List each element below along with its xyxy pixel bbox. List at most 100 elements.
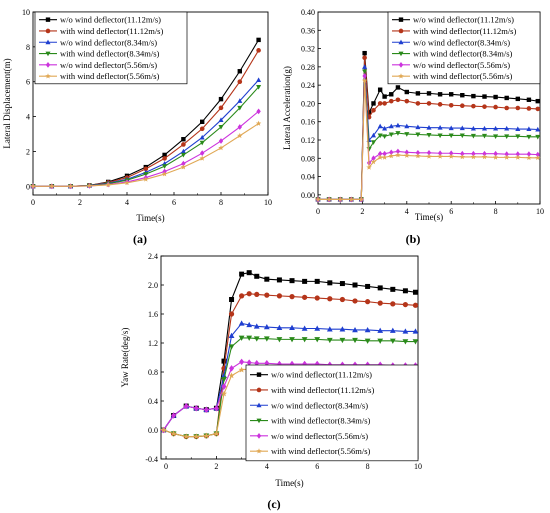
data-point [124,179,130,186]
data-point [415,132,421,138]
data-point [339,337,346,344]
y-tick-label: 1.2 [148,339,158,348]
panel-label-b: (b) [406,232,421,246]
data-point [459,133,465,139]
data-point [437,153,443,159]
legend-entry: with wind deflector(8.34m/s) [60,49,160,59]
data-point [199,134,205,140]
y-tick-label: 0.28 [301,63,315,72]
x-tick-label: 0 [31,198,35,207]
data-point [415,101,421,106]
data-point [228,311,235,317]
data-point [237,105,243,111]
data-point [504,125,510,131]
y-tick-label: 8 [26,43,30,52]
data-point [218,117,224,123]
data-point [237,124,242,130]
data-point [370,132,377,138]
data-point [365,283,371,289]
data-point [254,273,260,279]
data-point [105,182,111,188]
data-point [426,101,432,106]
x-tick-label: 8 [494,207,498,216]
y-tick-label: 0.4 [148,397,158,406]
data-point [314,295,320,301]
legend-marker [45,28,51,34]
x-tick-label: 4 [265,462,269,471]
y-tick-label: 0.16 [301,118,315,127]
data-point [426,125,432,130]
data-point [362,73,367,79]
data-point [256,77,262,82]
data-point [377,101,383,106]
data-point [437,92,443,97]
data-point [352,282,358,288]
legend-marker [398,39,404,45]
series-line [315,69,541,203]
data-point [526,126,532,132]
data-point [162,152,167,158]
data-point [395,152,401,158]
data-point [366,147,372,152]
legend-marker [398,73,404,79]
data-point [481,154,488,160]
data-point [504,151,509,158]
data-point [404,152,410,158]
data-point [289,324,295,331]
data-point [493,125,499,131]
legend-entry: with wind deflector(8.34m/s) [271,416,371,426]
data-point [426,149,432,156]
data-point [390,286,396,292]
legend-entry: w/o wind deflector(11.12m/s) [60,15,161,25]
data-point [515,154,521,160]
data-point [370,159,377,165]
data-point [388,132,394,138]
data-point [382,94,387,99]
data-point [377,150,383,157]
legend-box [387,11,541,85]
data-point [253,336,260,342]
data-point [381,154,388,160]
legend-entry: with wind deflector(11.12m/s) [60,26,163,36]
data-point [315,196,321,202]
data-point [218,96,224,102]
legend-entry: w/o wind deflector(8.34m/s) [271,400,368,410]
data-point [459,103,465,109]
data-point [238,335,245,341]
legend-entry: w/o wind deflector(8.34m/s) [60,37,157,47]
legend-marker [256,372,262,377]
data-point [239,358,245,366]
legend-marker [45,73,51,79]
data-point [181,137,186,142]
y-tick-label: 0 [26,182,30,191]
data-point [254,291,260,298]
data-point [238,320,245,326]
data-point [253,323,260,329]
legend: w/o wind deflector(11.12m/s) with wind de… [245,364,419,462]
chart-1: 0 2 4 6 8 10 0.00 0.04 0.08 0.12 0.16 0.20 0.24 0.28 0… [282,8,544,222]
data-point [364,338,371,344]
data-point [364,326,371,333]
y-tick-label: 4 [26,113,30,122]
data-point [515,105,521,111]
legend-marker [398,17,404,22]
data-point [326,196,332,202]
data-point [289,337,295,343]
x-tick-label: 0 [164,462,168,471]
data-point [238,366,245,373]
data-point [535,154,541,161]
data-point [404,123,410,129]
y-tick-label: 0.36 [301,26,315,35]
data-point [263,336,270,342]
data-point [404,98,410,104]
data-point [382,101,387,106]
data-point [377,285,383,291]
data-point [352,326,358,333]
data-point [366,164,372,170]
data-point [246,270,252,276]
data-point [362,69,368,75]
data-point [348,196,355,202]
data-point [404,89,409,95]
data-point [314,337,321,343]
data-point [361,77,368,83]
